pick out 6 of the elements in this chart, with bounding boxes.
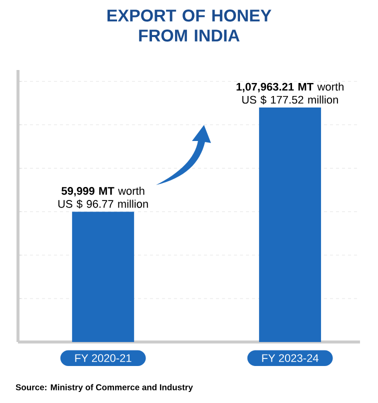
data-label: 59,999 MT worth US $ 96.77 million: [58, 186, 148, 208]
x-tick-label: FY 2020-21: [75, 354, 132, 362]
data-label: 1,07,963.21 MT worth US $ 177.52 million: [236, 82, 344, 104]
x-tick-label: FY 2023-24: [262, 354, 318, 362]
chart-title: EXPORT OF HONEY FROM INDIA: [108, 10, 272, 42]
source-note: Source: Ministry of Commerce and Industry: [16, 384, 193, 392]
